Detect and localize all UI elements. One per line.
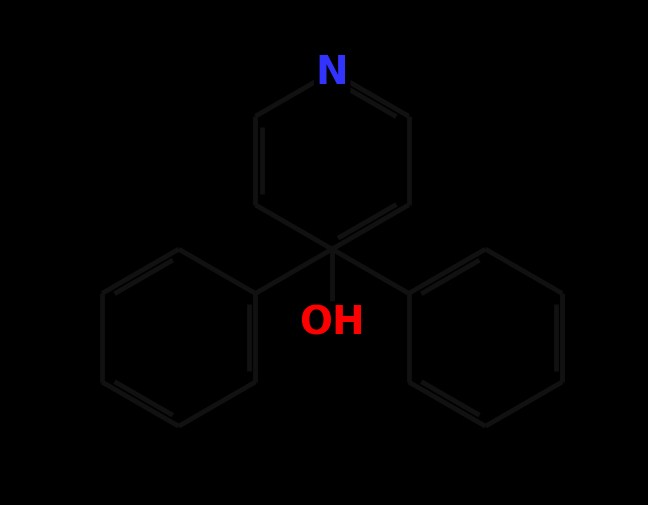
Text: OH: OH (299, 304, 365, 341)
Text: N: N (316, 54, 349, 92)
